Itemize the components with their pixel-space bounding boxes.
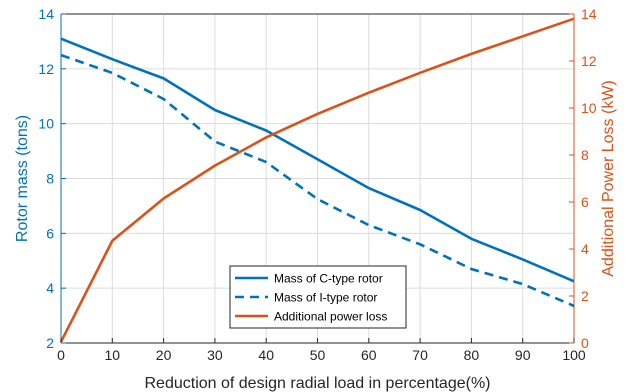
legend-label: Additional power loss	[274, 310, 387, 324]
left-y-tick-label: 4	[46, 280, 54, 296]
right-y-tick-label: 10	[581, 100, 597, 116]
left-y-tick-label: 2	[46, 335, 54, 351]
left-y-tick-label: 12	[38, 61, 54, 77]
x-tick-label: 10	[105, 347, 121, 363]
legend: Mass of C-type rotor Mass of I-type rotor…	[230, 266, 406, 328]
left-y-tick-label: 8	[46, 171, 54, 187]
x-tick-label: 60	[361, 347, 377, 363]
right-y-axis-label: Additional Power Loss (kW)	[600, 80, 617, 277]
left-y-tick-label: 6	[46, 225, 54, 241]
x-tick-label: 30	[207, 347, 223, 363]
x-axis-label: Reduction of design radial load in perce…	[145, 375, 491, 392]
x-tick-label: 70	[412, 347, 428, 363]
legend-label: Mass of I-type rotor	[274, 291, 377, 305]
left-y-tick-label: 14	[38, 6, 54, 22]
right-y-tick-label: 14	[581, 6, 597, 22]
right-y-tick-label: 6	[581, 194, 589, 210]
x-tick-label: 90	[515, 347, 531, 363]
x-tick-label: 50	[310, 347, 326, 363]
right-y-tick-label: 4	[581, 241, 589, 257]
x-tick-label: 80	[464, 347, 480, 363]
x-tick-label: 40	[258, 347, 274, 363]
x-tick-label: 0	[57, 347, 65, 363]
legend-label: Mass of C-type rotor	[274, 272, 383, 286]
right-y-tick-label: 12	[581, 53, 597, 69]
left-y-axis-label: Rotor mass (tons)	[14, 115, 31, 242]
x-tick-label: 20	[156, 347, 172, 363]
right-y-tick-label: 8	[581, 147, 589, 163]
left-y-tick-label: 10	[38, 116, 54, 132]
right-y-tick-label: 0	[581, 335, 589, 351]
right-y-tick-label: 2	[581, 288, 589, 304]
